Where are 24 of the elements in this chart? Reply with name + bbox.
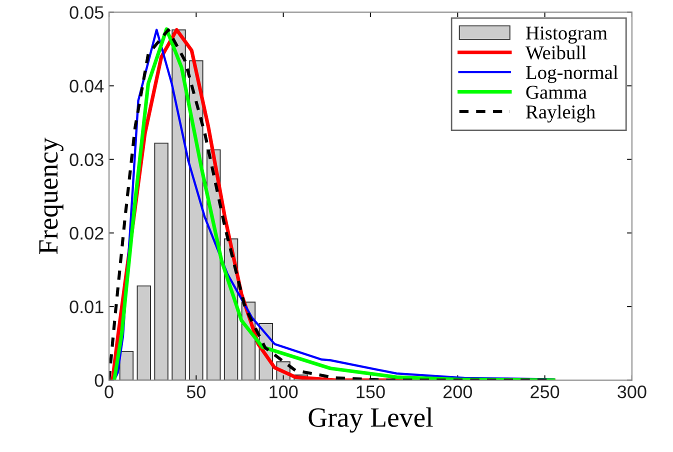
bar: [136, 285, 151, 380]
legend-label: Rayleigh: [526, 104, 596, 123]
x-axis-title: Gray Level: [308, 407, 433, 433]
x-tick-label: 50: [186, 385, 206, 398]
y-tick-label: 0.02: [70, 226, 104, 240]
legend-label: Weibull: [525, 46, 586, 60]
y-tick-label: 0.01: [70, 300, 104, 314]
legend-label: Histogram: [526, 26, 608, 44]
bar: [154, 142, 168, 380]
x-tick-label: 0: [104, 385, 114, 398]
bar: [172, 29, 186, 380]
x-tick-label: 200: [443, 385, 472, 398]
x-tick-label: 150: [356, 385, 385, 398]
x-tick-label: 100: [270, 385, 298, 398]
bar: [119, 350, 134, 380]
y-tick-label: 0.03: [70, 153, 104, 166]
x-tick-label: 250: [530, 385, 560, 398]
y-axis-title: Frequency: [39, 138, 64, 254]
y-tick-label: 0.05: [70, 6, 104, 19]
y-tick-label: 0: [94, 374, 104, 387]
y-tick-label: 0.04: [70, 80, 104, 93]
x-tick-label: 300: [618, 385, 646, 398]
legend-label: Gamma: [526, 86, 587, 99]
legend-label: Log-normal: [526, 65, 618, 84]
